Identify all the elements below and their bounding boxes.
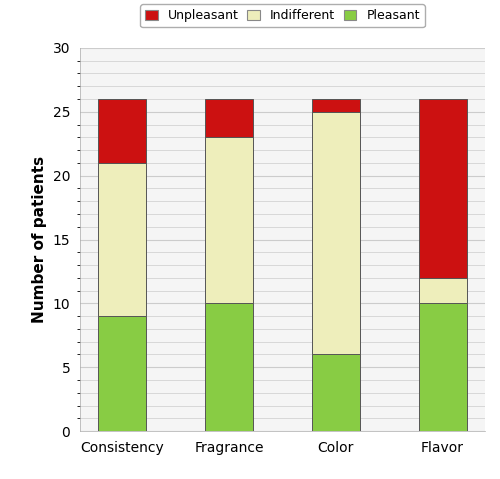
Bar <box>205 99 253 137</box>
Bar <box>312 354 360 431</box>
Bar <box>312 112 360 354</box>
Bar <box>98 99 146 163</box>
Bar <box>205 137 253 303</box>
Bar <box>418 303 467 431</box>
Bar <box>312 99 360 112</box>
Bar <box>98 316 146 431</box>
Bar <box>418 278 467 303</box>
Legend: Unpleasant, Indifferent, Pleasant: Unpleasant, Indifferent, Pleasant <box>140 4 425 27</box>
Bar <box>418 99 467 278</box>
Bar <box>98 163 146 316</box>
Bar <box>205 303 253 431</box>
Y-axis label: Number of patients: Number of patients <box>32 156 47 323</box>
